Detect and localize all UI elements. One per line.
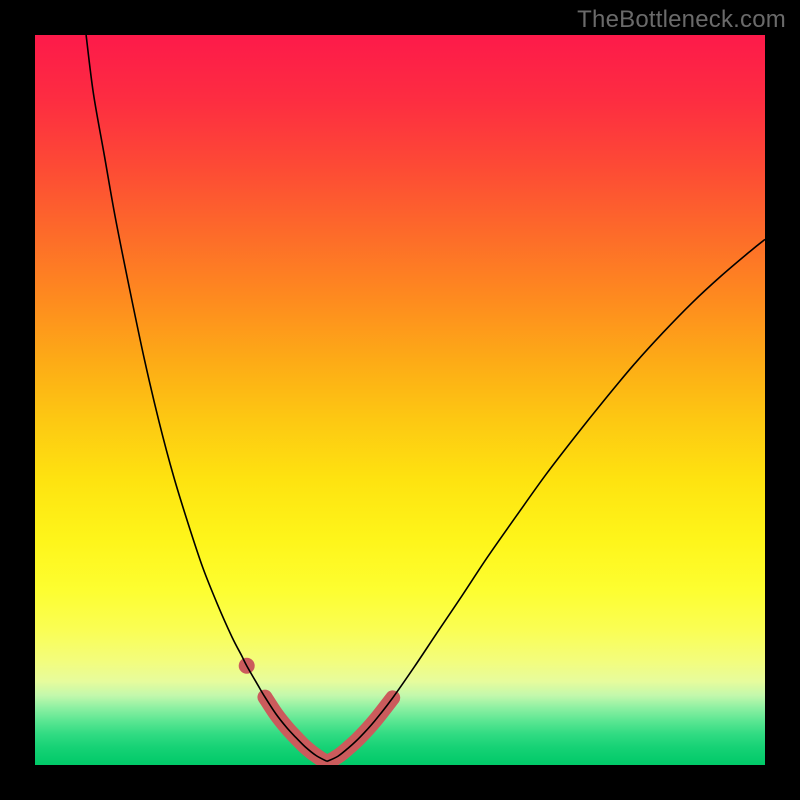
bottleneck-chart xyxy=(35,35,765,765)
stage: TheBottleneck.com xyxy=(0,0,800,800)
watermark-text: TheBottleneck.com xyxy=(577,6,786,34)
gradient-background xyxy=(35,35,765,765)
plot-frame xyxy=(35,35,765,765)
plot-area xyxy=(35,35,765,765)
